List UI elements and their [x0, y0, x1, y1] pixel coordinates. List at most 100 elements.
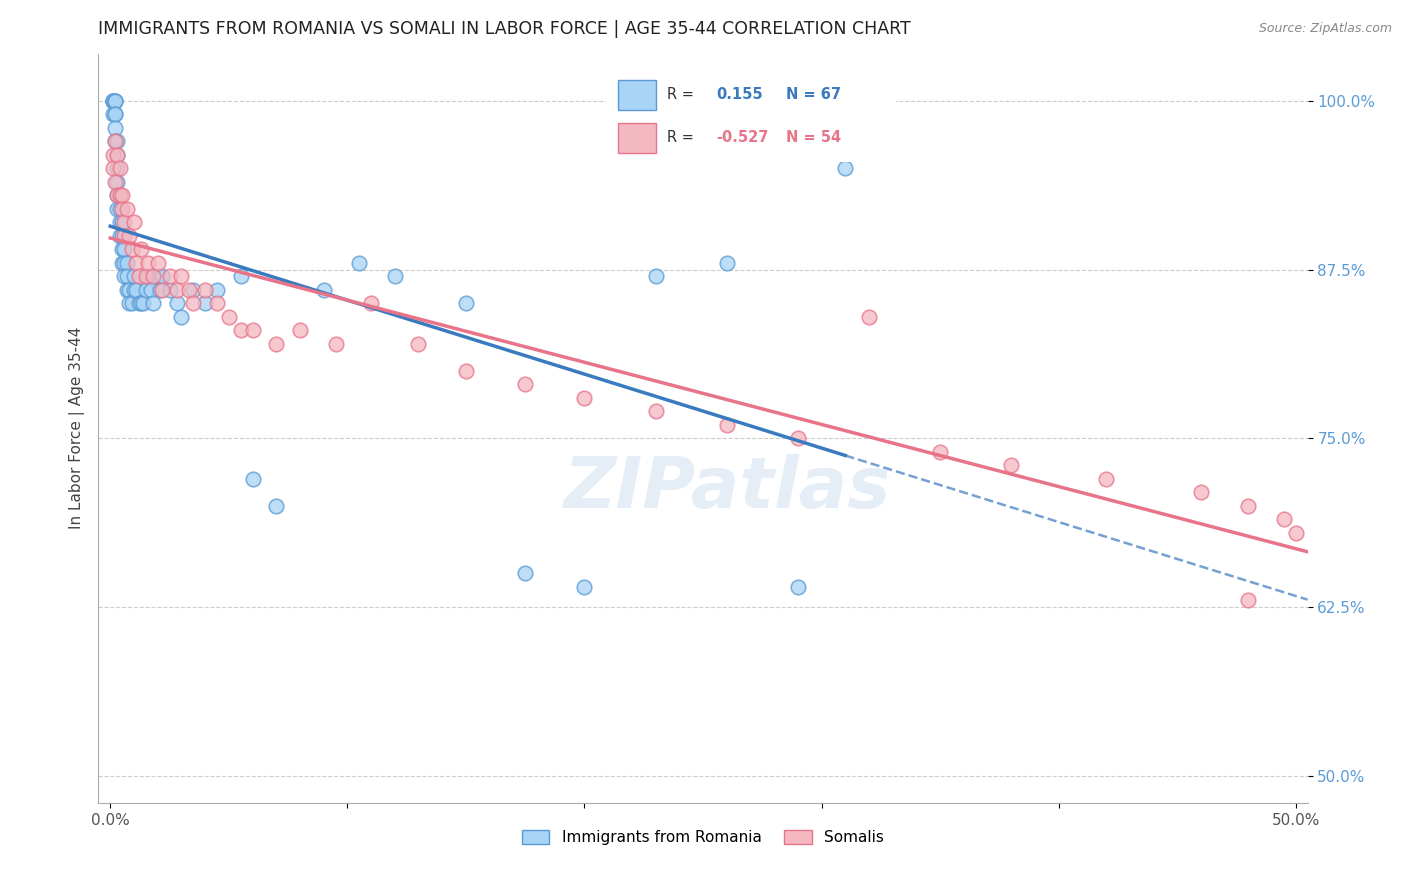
Point	[108, 188, 131, 202]
Point	[105, 188, 128, 202]
Point	[515, 566, 537, 581]
Point	[1095, 472, 1118, 486]
Point	[384, 269, 406, 284]
Point	[242, 323, 264, 337]
Y-axis label: In Labor Force | Age 35-44: In Labor Force | Age 35-44	[69, 327, 84, 529]
Point	[139, 283, 162, 297]
Point	[105, 148, 128, 162]
Point	[574, 580, 596, 594]
Point	[104, 94, 127, 108]
Point	[159, 283, 181, 297]
Point	[347, 256, 370, 270]
Point	[118, 228, 141, 243]
Point	[1285, 525, 1308, 540]
Point	[1237, 499, 1260, 513]
Point	[104, 134, 127, 148]
Point	[111, 215, 134, 229]
Point	[194, 283, 217, 297]
Point	[111, 242, 134, 256]
Point	[111, 188, 134, 202]
Point	[1272, 512, 1295, 526]
Point	[1237, 593, 1260, 607]
Point	[101, 94, 124, 108]
Point	[170, 310, 193, 324]
Point	[101, 94, 124, 108]
Point	[229, 323, 252, 337]
Point	[101, 94, 124, 108]
Point	[125, 283, 148, 297]
Text: ZIPatlas: ZIPatlas	[564, 454, 891, 523]
Point	[288, 323, 311, 337]
Point	[135, 283, 157, 297]
Point	[129, 296, 152, 310]
Point	[122, 215, 145, 229]
Point	[786, 431, 808, 445]
Point	[128, 269, 150, 284]
Point	[135, 269, 157, 284]
Point	[101, 148, 124, 162]
Point	[114, 228, 136, 243]
Point	[146, 269, 169, 284]
Point	[101, 161, 124, 176]
Point	[115, 269, 138, 284]
Point	[242, 472, 264, 486]
Point	[644, 404, 666, 418]
Point	[136, 256, 159, 270]
Point	[929, 444, 952, 458]
Point	[170, 269, 193, 284]
Text: IMMIGRANTS FROM ROMANIA VS SOMALI IN LABOR FORCE | AGE 35-44 CORRELATION CHART: IMMIGRANTS FROM ROMANIA VS SOMALI IN LAB…	[98, 21, 911, 38]
Point	[142, 296, 165, 310]
Point	[152, 269, 174, 284]
Point	[104, 94, 127, 108]
Point	[111, 256, 134, 270]
Point	[115, 202, 138, 216]
Point	[218, 310, 240, 324]
Point	[205, 283, 228, 297]
Point	[118, 283, 141, 297]
Point	[105, 161, 128, 176]
Point	[408, 336, 430, 351]
Point	[142, 269, 165, 284]
Point	[149, 283, 172, 297]
Point	[229, 269, 252, 284]
Point	[454, 364, 477, 378]
Point	[128, 296, 150, 310]
Point	[108, 228, 131, 243]
Point	[114, 215, 136, 229]
Point	[205, 296, 228, 310]
Point	[125, 256, 148, 270]
Point	[177, 283, 200, 297]
Point	[114, 256, 136, 270]
Point	[574, 391, 596, 405]
Point	[105, 175, 128, 189]
Point	[105, 188, 128, 202]
Point	[104, 134, 127, 148]
Point	[122, 283, 145, 297]
Point	[166, 283, 188, 297]
Text: Source: ZipAtlas.com: Source: ZipAtlas.com	[1258, 22, 1392, 36]
Point	[111, 202, 134, 216]
Point	[834, 161, 856, 176]
Point	[716, 417, 738, 432]
Point	[1189, 485, 1212, 500]
Point	[1000, 458, 1022, 473]
Point	[181, 283, 204, 297]
Point	[104, 94, 127, 108]
Point	[136, 269, 159, 284]
Point	[132, 296, 155, 310]
Point	[108, 215, 131, 229]
Point	[108, 188, 131, 202]
Point	[105, 202, 128, 216]
Point	[101, 94, 124, 108]
Point	[104, 107, 127, 121]
Point	[108, 161, 131, 176]
Point	[104, 120, 127, 135]
Point	[108, 202, 131, 216]
Point	[264, 499, 287, 513]
Point	[122, 269, 145, 284]
Point	[454, 296, 477, 310]
Point	[111, 228, 134, 243]
Point	[159, 269, 181, 284]
Point	[104, 107, 127, 121]
Legend: Immigrants from Romania, Somalis: Immigrants from Romania, Somalis	[516, 823, 890, 851]
